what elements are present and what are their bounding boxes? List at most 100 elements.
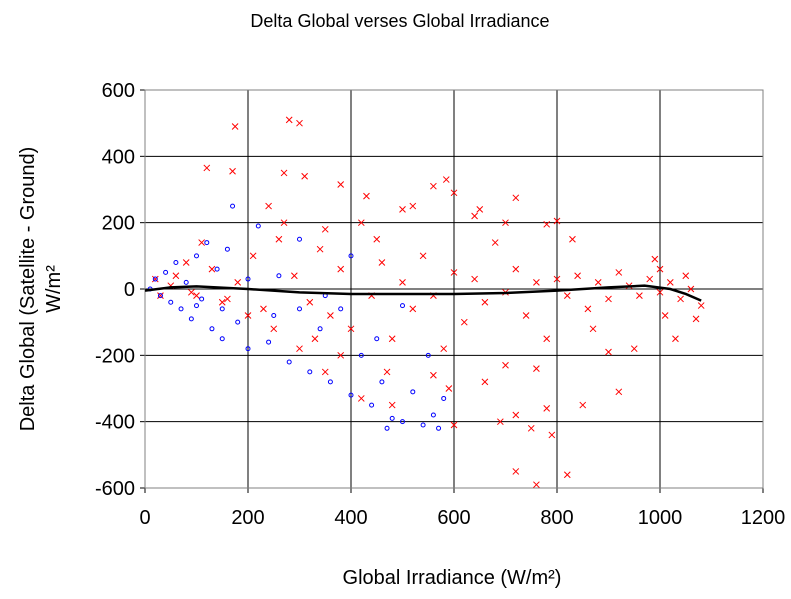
point-cross bbox=[569, 235, 576, 243]
point-circle bbox=[178, 306, 184, 312]
point-cross bbox=[327, 312, 334, 319]
point-cross bbox=[218, 298, 226, 306]
point-cross bbox=[579, 401, 587, 409]
point-cross bbox=[157, 292, 164, 299]
point-cross bbox=[378, 259, 386, 266]
point-cross bbox=[491, 239, 499, 246]
point-cross bbox=[182, 259, 190, 266]
point-circle bbox=[379, 379, 385, 385]
point-cross bbox=[399, 206, 406, 213]
point-cross bbox=[661, 312, 669, 319]
point-cross bbox=[471, 212, 478, 220]
point-cross bbox=[548, 431, 556, 439]
point-cross bbox=[321, 225, 329, 233]
point-cross bbox=[460, 318, 468, 326]
point-cross bbox=[450, 189, 458, 197]
point-cross bbox=[347, 325, 355, 333]
point-circle bbox=[204, 240, 210, 246]
point-circle bbox=[230, 203, 236, 209]
point-cross bbox=[605, 295, 612, 303]
point-cross bbox=[563, 471, 571, 479]
point-cross bbox=[589, 325, 597, 333]
point-cross bbox=[409, 202, 417, 210]
point-cross bbox=[512, 468, 520, 475]
point-cross bbox=[512, 411, 520, 419]
point-cross bbox=[337, 265, 345, 273]
point-circle bbox=[255, 223, 261, 229]
point-cross bbox=[522, 312, 530, 319]
point-circle bbox=[369, 402, 375, 408]
point-circle bbox=[235, 319, 241, 325]
y-tick-label: 600 bbox=[102, 80, 135, 102]
point-circle bbox=[219, 306, 225, 312]
point-circle bbox=[219, 336, 225, 342]
point-cross bbox=[187, 288, 195, 296]
point-cross bbox=[357, 219, 365, 227]
point-cross bbox=[574, 272, 581, 280]
point-cross bbox=[290, 272, 298, 280]
point-cross bbox=[450, 269, 458, 276]
point-circle bbox=[194, 253, 199, 259]
point-cross bbox=[316, 245, 324, 253]
point-cross bbox=[198, 239, 206, 246]
point-circle bbox=[374, 336, 380, 342]
point-circle bbox=[348, 392, 354, 398]
point-cross bbox=[697, 302, 705, 309]
point-circle bbox=[400, 419, 405, 425]
point-circle bbox=[430, 412, 436, 418]
point-circle bbox=[389, 415, 395, 421]
y-tick-label: 0 bbox=[124, 279, 135, 301]
point-circle bbox=[348, 253, 354, 259]
chart-title: Delta Global verses Global Irradiance bbox=[250, 11, 549, 31]
point-cross bbox=[193, 292, 200, 299]
point-cross bbox=[280, 169, 288, 177]
point-circle bbox=[209, 326, 215, 332]
point-cross bbox=[605, 348, 612, 356]
point-cross bbox=[615, 269, 623, 276]
point-circle bbox=[194, 303, 199, 309]
point-cross bbox=[533, 279, 540, 286]
point-cross bbox=[430, 371, 437, 379]
point-cross bbox=[672, 335, 679, 343]
point-cross bbox=[301, 172, 309, 180]
point-cross bbox=[363, 192, 370, 200]
y-tick-label: -400 bbox=[95, 412, 135, 434]
point-cross bbox=[687, 285, 695, 293]
point-circle bbox=[338, 306, 344, 312]
point-cross bbox=[373, 235, 381, 243]
point-cross bbox=[543, 220, 551, 228]
point-cross bbox=[208, 265, 216, 273]
y-tick-label: -200 bbox=[95, 345, 135, 367]
point-cross bbox=[646, 275, 654, 283]
y-axis-label: Delta Global (Satellite - Ground) bbox=[17, 147, 39, 432]
point-cross bbox=[260, 305, 267, 313]
x-tick-label: 0 bbox=[139, 507, 150, 529]
point-circle bbox=[152, 276, 158, 282]
point-circle bbox=[384, 425, 390, 431]
point-circle bbox=[163, 269, 169, 275]
point-cross bbox=[471, 275, 478, 283]
point-cross bbox=[615, 388, 623, 396]
y-tick-label: 200 bbox=[102, 213, 135, 235]
point-cross bbox=[476, 206, 484, 213]
point-cross bbox=[357, 395, 365, 402]
point-circle bbox=[168, 299, 174, 305]
point-cross bbox=[285, 116, 293, 124]
point-cross bbox=[229, 167, 236, 175]
x-tick-label: 800 bbox=[540, 507, 573, 529]
point-circle bbox=[214, 266, 220, 272]
trend-line bbox=[144, 284, 702, 302]
point-circle bbox=[358, 352, 364, 358]
point-circle bbox=[188, 316, 194, 322]
point-circle bbox=[400, 303, 405, 309]
point-circle bbox=[173, 259, 179, 265]
point-cross bbox=[265, 202, 272, 210]
point-cross bbox=[496, 418, 504, 426]
point-cross bbox=[321, 368, 329, 376]
plot-border bbox=[144, 89, 764, 489]
point-cross bbox=[533, 481, 540, 489]
point-cross bbox=[563, 292, 571, 299]
point-cross bbox=[231, 123, 239, 130]
point-circle bbox=[327, 379, 333, 385]
point-cross bbox=[151, 275, 159, 283]
